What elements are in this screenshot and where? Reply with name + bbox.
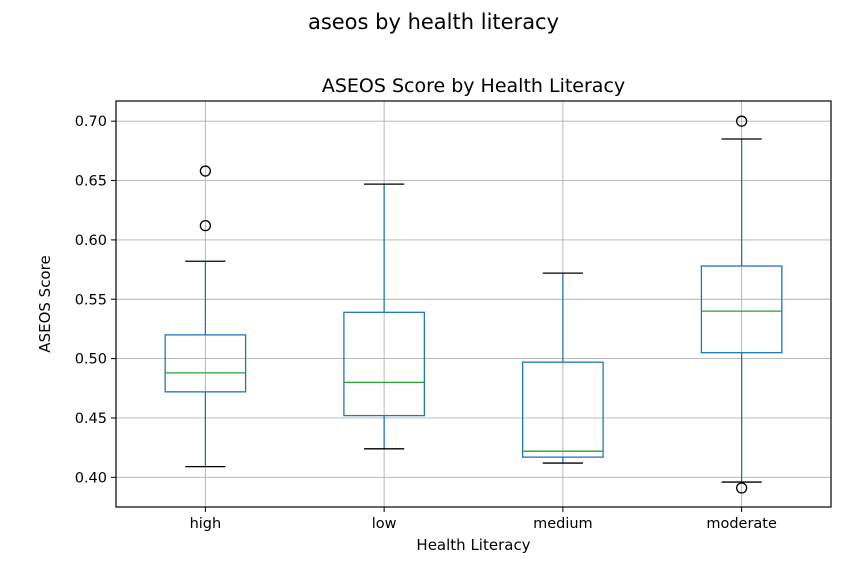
x-axis-label: Health Literacy bbox=[416, 536, 530, 554]
iqr-box bbox=[522, 361, 604, 458]
plot-frame bbox=[115, 100, 832, 508]
y-axis-label: ASEOS Score bbox=[36, 255, 54, 352]
y-tick-label: 0.45 bbox=[75, 411, 107, 427]
outlier-point bbox=[735, 115, 748, 127]
chart-title: ASEOS Score by Health Literacy bbox=[322, 75, 625, 97]
x-tick-label: low bbox=[372, 516, 397, 532]
grid-lines bbox=[116, 101, 831, 507]
box-high bbox=[164, 165, 247, 468]
box-moderate bbox=[700, 115, 783, 494]
y-tick-label: 0.60 bbox=[75, 233, 107, 249]
axis-ticks: 0.40 0.45 0.50 0.55 0.60 0.65 0.70 high low mediu… bbox=[75, 114, 777, 532]
iqr-box bbox=[700, 265, 783, 354]
y-tick-label: 0.50 bbox=[75, 352, 107, 368]
box-medium bbox=[522, 272, 604, 464]
y-tick-label: 0.65 bbox=[75, 174, 107, 190]
y-tick-label: 0.55 bbox=[75, 292, 107, 308]
iqr-box bbox=[164, 334, 247, 393]
y-tick-label: 0.40 bbox=[75, 470, 107, 486]
x-tick-label: high bbox=[190, 516, 222, 532]
outlier-point bbox=[199, 165, 212, 177]
y-tick-label: 0.70 bbox=[75, 114, 107, 130]
x-tick-label: moderate bbox=[706, 516, 777, 532]
iqr-box bbox=[343, 311, 425, 417]
figure-suptitle: aseos by health literacy bbox=[307, 10, 560, 34]
outlier-point bbox=[735, 482, 748, 494]
outlier-point bbox=[199, 219, 212, 232]
x-tick-label: medium bbox=[533, 516, 593, 532]
box-low bbox=[343, 183, 425, 450]
boxes bbox=[164, 115, 783, 494]
